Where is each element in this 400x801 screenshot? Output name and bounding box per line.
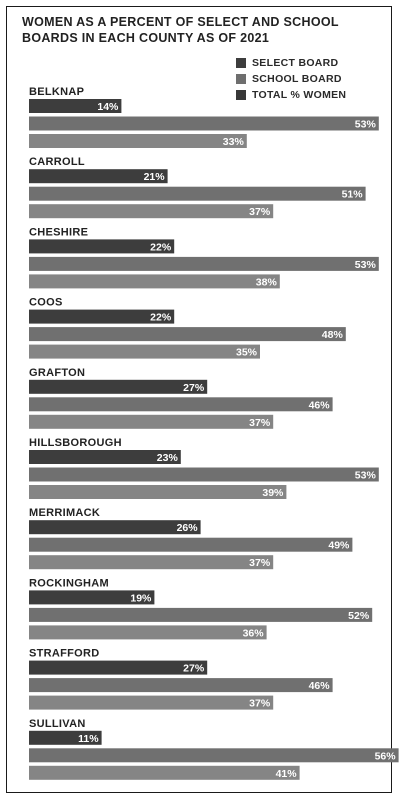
category-label-hillsborough: HILLSBOROUGH xyxy=(29,437,122,449)
legend-swatch-total-women xyxy=(236,90,246,100)
bar-hillsborough-total-women xyxy=(29,485,287,499)
bar-rockingham-select-board xyxy=(29,590,155,605)
category-label-sullivan: SULLIVAN xyxy=(29,718,86,730)
bar-grafton-select-board xyxy=(29,379,208,394)
data-label-cheshire-total-women: 38% xyxy=(256,276,278,288)
data-label-strafford-total-women: 37% xyxy=(249,698,271,710)
data-label-sullivan-school-board: 56% xyxy=(375,750,397,762)
data-label-sullivan-select-board: 11% xyxy=(78,733,99,745)
bar-merrimack-select-board xyxy=(29,520,201,535)
bar-merrimack-school-board xyxy=(29,537,353,552)
legend-label-school-board: SCHOOL BOARD xyxy=(252,73,342,85)
bar-cheshire-total-women xyxy=(29,274,280,289)
bar-sullivan-school-board xyxy=(29,748,399,763)
legend-swatch-select-board xyxy=(236,58,246,68)
data-label-carroll-school-board: 51% xyxy=(342,189,364,201)
bar-belknap-school-board xyxy=(29,116,379,131)
category-label-merrimack: MERRIMACK xyxy=(29,507,100,519)
bar-coos-school-board xyxy=(29,327,346,342)
category-label-coos: COOS xyxy=(29,297,63,309)
data-label-cheshire-school-board: 53% xyxy=(355,259,377,271)
bar-belknap-select-board xyxy=(29,99,122,113)
data-label-strafford-select-board: 27% xyxy=(183,663,205,675)
chart-title: WOMEN AS A PERCENT OF SELECT AND SCHOOL … xyxy=(22,15,339,45)
bar-sullivan-select-board xyxy=(29,730,102,745)
bar-belknap-total-women xyxy=(29,134,247,148)
data-label-belknap-select-board: 14% xyxy=(97,101,119,113)
bar-cheshire-school-board xyxy=(29,256,379,271)
bar-coos-select-board xyxy=(29,309,175,324)
category-label-cheshire: CHESHIRE xyxy=(29,226,88,238)
data-label-belknap-total-women: 33% xyxy=(223,136,245,148)
data-label-coos-school-board: 48% xyxy=(322,329,344,341)
data-label-rockingham-school-board: 52% xyxy=(348,610,370,622)
bar-hillsborough-select-board xyxy=(29,450,181,464)
bar-strafford-select-board xyxy=(29,660,208,675)
bar-strafford-total-women xyxy=(29,695,274,710)
bar-carroll-school-board xyxy=(29,186,366,201)
data-label-grafton-select-board: 27% xyxy=(183,382,205,394)
legend-label-total-women: TOTAL % WOMEN xyxy=(252,89,347,101)
bar-grafton-school-board xyxy=(29,397,333,412)
bar-strafford-school-board xyxy=(29,678,333,693)
data-label-merrimack-select-board: 26% xyxy=(177,522,199,534)
data-label-hillsborough-school-board: 53% xyxy=(355,470,377,482)
bar-merrimack-total-women xyxy=(29,555,274,570)
data-label-sullivan-total-women: 41% xyxy=(276,768,298,780)
legend-swatch-school-board xyxy=(236,74,246,84)
category-label-strafford: STRAFFORD xyxy=(29,648,100,660)
chart-frame xyxy=(6,6,392,793)
bar-carroll-total-women xyxy=(29,204,274,219)
data-label-hillsborough-total-women: 39% xyxy=(262,487,284,499)
data-label-carroll-total-women: 37% xyxy=(249,206,271,218)
data-label-hillsborough-select-board: 23% xyxy=(157,452,179,464)
bar-carroll-select-board xyxy=(29,169,168,184)
bar-sullivan-total-women xyxy=(29,765,300,780)
data-label-cheshire-select-board: 22% xyxy=(150,241,172,253)
category-label-carroll: CARROLL xyxy=(29,156,85,168)
bar-coos-total-women xyxy=(29,344,260,359)
data-label-rockingham-total-women: 36% xyxy=(243,627,265,639)
data-label-grafton-school-board: 46% xyxy=(309,399,331,411)
category-label-grafton: GRAFTON xyxy=(29,367,85,379)
data-label-coos-total-women: 35% xyxy=(236,347,258,359)
bar-cheshire-select-board xyxy=(29,239,175,254)
category-label-rockingham: ROCKINGHAM xyxy=(29,577,109,589)
bar-hillsborough-school-board xyxy=(29,467,379,482)
data-label-merrimack-total-women: 37% xyxy=(249,557,271,569)
data-label-strafford-school-board: 46% xyxy=(309,680,331,692)
data-label-carroll-select-board: 21% xyxy=(144,171,166,183)
category-label-belknap: BELKNAP xyxy=(29,86,84,98)
data-label-belknap-school-board: 53% xyxy=(355,119,377,131)
bar-rockingham-school-board xyxy=(29,607,373,622)
bar-grafton-total-women xyxy=(29,414,274,429)
data-label-grafton-total-women: 37% xyxy=(249,417,271,429)
data-label-rockingham-select-board: 19% xyxy=(130,592,152,604)
legend-label-select-board: SELECT BOARD xyxy=(252,57,339,69)
bar-rockingham-total-women xyxy=(29,625,267,640)
data-label-coos-select-board: 22% xyxy=(150,312,172,324)
data-label-merrimack-school-board: 49% xyxy=(328,540,350,552)
